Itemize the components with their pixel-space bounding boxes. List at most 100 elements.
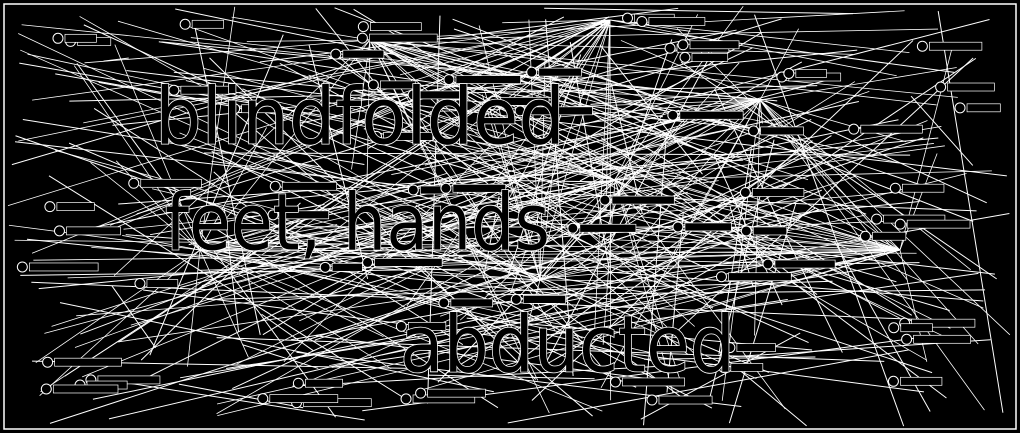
edge <box>424 19 990 166</box>
edge <box>351 39 371 170</box>
edge <box>546 19 611 244</box>
edge <box>482 196 500 279</box>
edge <box>7 19 611 207</box>
node <box>848 123 860 135</box>
edge <box>261 313 314 352</box>
edge <box>581 90 901 251</box>
edge <box>14 239 901 251</box>
edge <box>223 208 240 332</box>
node-label <box>54 357 122 367</box>
node-label <box>736 343 776 352</box>
node-label <box>622 377 685 387</box>
edge <box>507 349 909 424</box>
node-label <box>872 231 907 241</box>
edge <box>498 106 901 251</box>
edge <box>130 179 616 326</box>
edge <box>614 179 682 385</box>
node <box>52 32 64 44</box>
edge <box>199 249 392 370</box>
edge <box>199 127 267 251</box>
edge <box>74 99 761 348</box>
edge <box>676 28 901 251</box>
edge <box>470 99 761 166</box>
node-label <box>900 323 933 333</box>
node <box>718 361 730 373</box>
node-label <box>679 110 744 120</box>
node <box>128 177 140 189</box>
node-label <box>450 298 493 308</box>
edge <box>467 133 616 181</box>
node-label <box>902 183 945 193</box>
edge <box>140 202 301 361</box>
node-label <box>407 321 447 331</box>
edge <box>478 25 541 281</box>
edge <box>199 249 464 272</box>
edge <box>242 344 319 369</box>
node-label <box>28 262 99 272</box>
edge <box>614 173 624 181</box>
edge <box>369 39 958 98</box>
node-label <box>966 103 1001 113</box>
edge <box>149 203 325 236</box>
edge <box>718 148 752 355</box>
node-label <box>369 33 438 43</box>
edge <box>199 249 249 358</box>
node-label <box>947 82 995 92</box>
edge <box>678 155 807 216</box>
node <box>894 218 906 230</box>
edge <box>199 249 839 266</box>
node <box>748 125 760 137</box>
edge <box>369 39 898 163</box>
node <box>40 383 52 395</box>
edge <box>15 135 510 308</box>
edge <box>203 67 616 181</box>
edge <box>33 249 901 261</box>
edge <box>21 24 761 101</box>
node <box>53 225 65 237</box>
edge <box>754 99 761 336</box>
node <box>871 213 883 225</box>
node-label <box>906 219 971 229</box>
edge <box>609 19 897 77</box>
node <box>292 377 304 389</box>
edge <box>369 39 937 106</box>
edge <box>199 249 384 338</box>
edge <box>125 234 984 302</box>
node-label <box>795 69 827 78</box>
edge <box>427 15 441 404</box>
node <box>134 278 146 290</box>
edge <box>399 19 611 76</box>
node <box>269 180 281 192</box>
node <box>44 201 56 213</box>
edge <box>369 39 734 162</box>
edge <box>199 109 680 251</box>
edge <box>143 289 925 393</box>
node <box>888 322 900 334</box>
node-label <box>305 378 343 388</box>
edge <box>366 39 371 185</box>
edge <box>529 175 901 251</box>
node <box>356 32 368 44</box>
edge <box>440 279 541 317</box>
edge <box>123 179 616 230</box>
node <box>179 18 191 30</box>
node-label <box>760 126 804 136</box>
edge <box>116 19 611 228</box>
edge <box>579 61 803 182</box>
frame <box>3 3 1017 430</box>
edge <box>369 39 984 309</box>
edge <box>236 99 761 365</box>
edge <box>115 160 201 251</box>
node-label <box>526 106 593 116</box>
node <box>622 12 634 24</box>
edge <box>548 249 901 279</box>
edge <box>199 249 602 334</box>
node-label <box>538 67 582 77</box>
node <box>362 256 374 268</box>
edge <box>556 19 611 103</box>
node-label <box>684 222 732 232</box>
edge <box>448 179 607 183</box>
edge <box>117 20 901 251</box>
node <box>514 105 526 117</box>
